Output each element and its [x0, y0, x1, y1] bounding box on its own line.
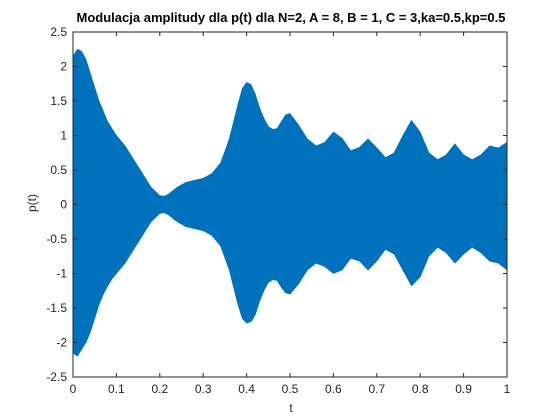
x-tick-label: 0.6 — [325, 382, 342, 396]
x-tick-label: 0.5 — [282, 382, 299, 396]
x-tick-label: 0.3 — [195, 382, 212, 396]
y-tick-label: 2 — [60, 60, 67, 74]
y-tick-label: -2 — [56, 336, 67, 350]
x-tick-label: 0.7 — [368, 382, 385, 396]
y-tick-label: -2.5 — [46, 370, 67, 384]
y-tick-label: -0.5 — [46, 232, 67, 246]
x-tick-label: 0.1 — [108, 382, 125, 396]
x-tick-label: 0 — [70, 382, 77, 396]
y-axis: -2.5 -2 -1.5 -1 -0.5 0 0.5 1 1.5 2 2.5 — [46, 25, 507, 384]
y-tick-label: 2.5 — [50, 25, 67, 39]
y-tick-label: -1.5 — [46, 301, 67, 315]
x-tick-label: 0.2 — [151, 382, 168, 396]
chart-title: Modulacja amplitudy dla p(t) dla N=2, A … — [77, 10, 506, 25]
y-tick-label: 1 — [60, 129, 67, 143]
series-envelope-0 — [72, 48, 508, 357]
y-tick-label: 0 — [60, 198, 67, 212]
y-axis-label: p(t) — [25, 194, 39, 212]
y-tick-label: 1.5 — [50, 94, 67, 108]
y-tick-label: 0.5 — [50, 163, 67, 177]
x-axis: 0 0.1 0.2 0.3 0.4 0.5 0.6 0.7 0.8 0.9 1 — [70, 32, 511, 396]
plot-area — [72, 48, 508, 357]
x-tick-label: 0.8 — [412, 382, 429, 396]
x-tick-label: 0.4 — [238, 382, 255, 396]
x-axis-label: t — [289, 401, 293, 415]
x-tick-label: 0.9 — [455, 382, 472, 396]
x-tick-label: 1 — [504, 382, 511, 396]
y-tick-label: -1 — [56, 267, 67, 281]
